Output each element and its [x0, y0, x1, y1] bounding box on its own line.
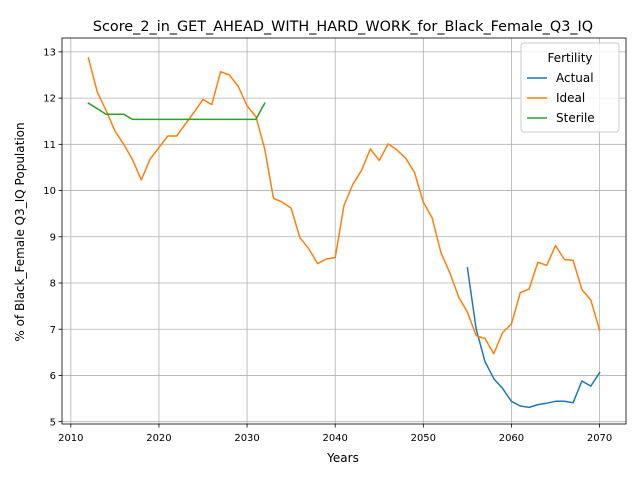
- legend: Fertility Actual Ideal Sterile: [520, 42, 620, 133]
- series-layer: [87, 56, 601, 409]
- y-tick-label: 5: [50, 417, 56, 428]
- series-line-ideal: [87, 56, 601, 355]
- x-tick-label: 2040: [322, 433, 347, 444]
- y-tick-label: 9: [50, 232, 56, 243]
- legend-label-actual: Actual: [556, 71, 594, 85]
- y-tick-label: 6: [50, 371, 56, 382]
- y-tick-label: 12: [43, 94, 56, 105]
- plot-frame: [61, 37, 627, 425]
- series-line-sterile: [87, 102, 266, 121]
- y-tick-label: 10: [43, 186, 56, 197]
- legend-label-ideal: Ideal: [556, 91, 585, 105]
- x-tick-label: 2060: [499, 433, 524, 444]
- y-tick-label: 7: [50, 325, 56, 336]
- y-axis-ticks: 5 6 7 8 9 10 11 12 13: [43, 47, 62, 428]
- x-axis-label: Years: [326, 451, 359, 465]
- chart-title: Score_2_in_GET_AHEAD_WITH_HARD_WORK_for_…: [93, 19, 593, 35]
- x-axis-ticks: 2010 2020 2030 2040 2050 2060 2070: [58, 424, 612, 444]
- grid-lines: [62, 38, 626, 424]
- series-line-actual: [466, 266, 601, 409]
- legend-entries: Actual Ideal Sterile: [527, 71, 595, 125]
- legend-label-sterile: Sterile: [556, 111, 595, 125]
- y-tick-label: 13: [43, 47, 56, 58]
- legend-title: Fertility: [547, 51, 592, 65]
- legend-box: [520, 42, 620, 133]
- x-tick-label: 2050: [411, 433, 436, 444]
- y-tick-label: 11: [43, 140, 56, 151]
- x-tick-label: 2010: [58, 433, 83, 444]
- x-tick-label: 2030: [234, 433, 259, 444]
- y-axis-label: % of Black_Female Q3_IQ Population: [13, 122, 27, 341]
- x-tick-label: 2070: [587, 433, 612, 444]
- x-tick-label: 2020: [146, 433, 171, 444]
- y-tick-label: 8: [50, 279, 56, 290]
